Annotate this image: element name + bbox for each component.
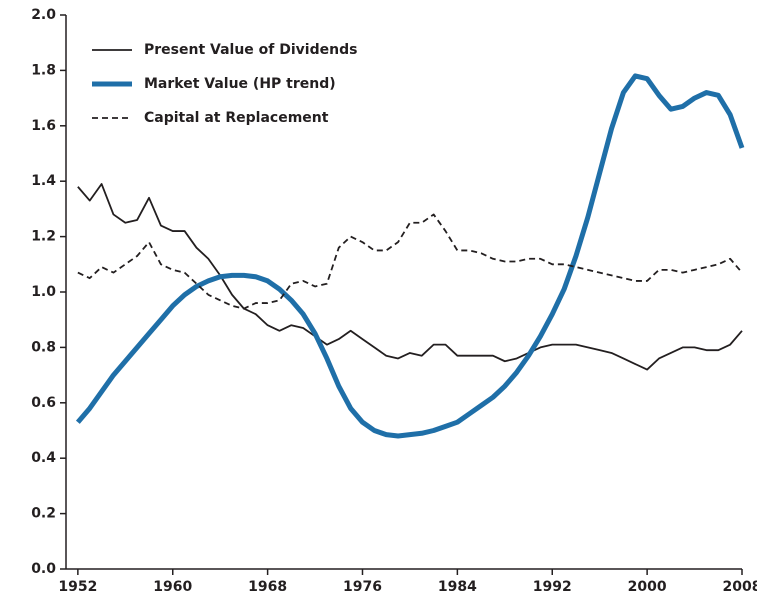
y-tick-label: 0.8 (31, 339, 56, 355)
y-tick-label: 1.0 (31, 284, 56, 300)
legend-label: Market Value (HP trend) (144, 76, 336, 92)
x-tick-label: 1952 (58, 579, 97, 595)
series-line (77, 183, 743, 371)
legend-label: Capital at Replacement (144, 110, 329, 126)
x-tick-label: 1976 (343, 579, 382, 595)
y-tick-label: 0.4 (31, 450, 56, 466)
y-tick-label: 1.4 (31, 173, 56, 189)
x-tick-label: 1960 (153, 579, 192, 595)
series-line (77, 213, 743, 310)
y-tick-label: 2.0 (31, 7, 56, 23)
y-tick-label: 1.8 (31, 62, 56, 78)
x-tick-label: 1968 (248, 579, 287, 595)
series-line (75, 73, 745, 439)
x-tick-label: 1984 (438, 579, 477, 595)
y-tick-label: 0.0 (31, 561, 56, 577)
y-tick-label: 0.2 (31, 506, 56, 522)
y-tick-label: 0.6 (31, 395, 56, 411)
x-tick-label: 2008 (723, 579, 757, 595)
x-tick-label: 1992 (533, 579, 572, 595)
x-tick-label: 2000 (628, 579, 667, 595)
y-tick-label: 1.2 (31, 229, 56, 245)
legend-label: Present Value of Dividends (144, 42, 357, 58)
y-tick-label: 1.6 (31, 118, 56, 134)
